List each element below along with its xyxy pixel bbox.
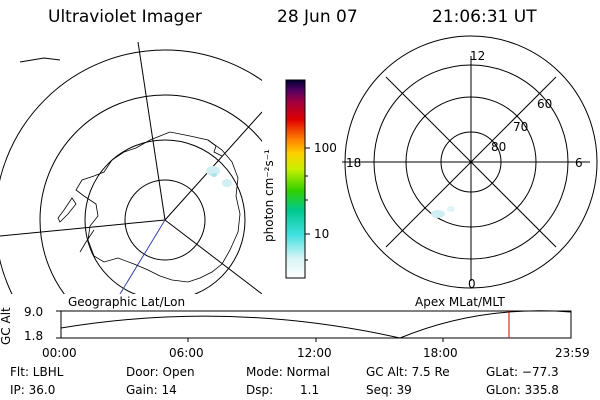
altitude-plot	[56, 310, 572, 342]
geographic-label: Geographic Lat/Lon	[68, 295, 186, 309]
gain-info: Gain: 14	[126, 383, 177, 397]
mlat-label-80: 80	[491, 140, 507, 154]
colorbar-tick-100: 100	[314, 141, 337, 155]
outer-lat-circle	[39, 94, 262, 294]
glon-info: GLon: 335.8	[486, 383, 559, 397]
title: Ultraviolet Imager	[48, 7, 202, 27]
time-tick-0: 00:00	[42, 346, 77, 360]
apex-label: Apex MLat/MLT	[415, 295, 505, 309]
time: 21:06:31 UT	[432, 7, 537, 27]
dsp-label: Dsp:	[246, 383, 274, 397]
gc-alt-info: GC Alt: 7.5 Re	[366, 365, 450, 379]
time-tick-4: 23:59	[555, 346, 590, 360]
colorbar	[285, 79, 310, 279]
mlt-label-18: 18	[346, 156, 362, 170]
alt-ymin: 1.8	[24, 329, 44, 343]
ip-info: IP: 36.0	[10, 383, 56, 397]
mlt-label-12: 12	[470, 49, 486, 63]
alt-ymax: 9.0	[24, 305, 44, 319]
mlt-label-0: 0	[468, 277, 476, 291]
geographic-map	[0, 42, 262, 294]
time-tick-2: 12:00	[297, 346, 332, 360]
mode-info: Mode: Normal	[246, 365, 330, 379]
dsp-value: 1.1	[300, 383, 320, 397]
mlt-label-6: 6	[575, 156, 583, 170]
time-tick-1: 06:00	[169, 346, 204, 360]
seq-info: Seq: 39	[366, 383, 412, 397]
colorbar-unit-label: photon cm⁻²s⁻¹	[262, 149, 276, 242]
colorbar-tick-10: 10	[314, 227, 330, 241]
gc-alt-axis-label: GC Alt	[0, 307, 13, 345]
flt-info: Flt: LBHL	[10, 365, 64, 379]
mlat-label-60: 60	[537, 97, 553, 111]
glat-info: GLat: −77.3	[486, 365, 559, 379]
door-info: Door: Open	[126, 365, 195, 379]
mlt-polar-plot	[342, 35, 598, 289]
mlat-label-70: 70	[513, 120, 529, 134]
time-tick-3: 18:00	[423, 346, 458, 360]
date: 28 Jun 07	[277, 7, 358, 27]
